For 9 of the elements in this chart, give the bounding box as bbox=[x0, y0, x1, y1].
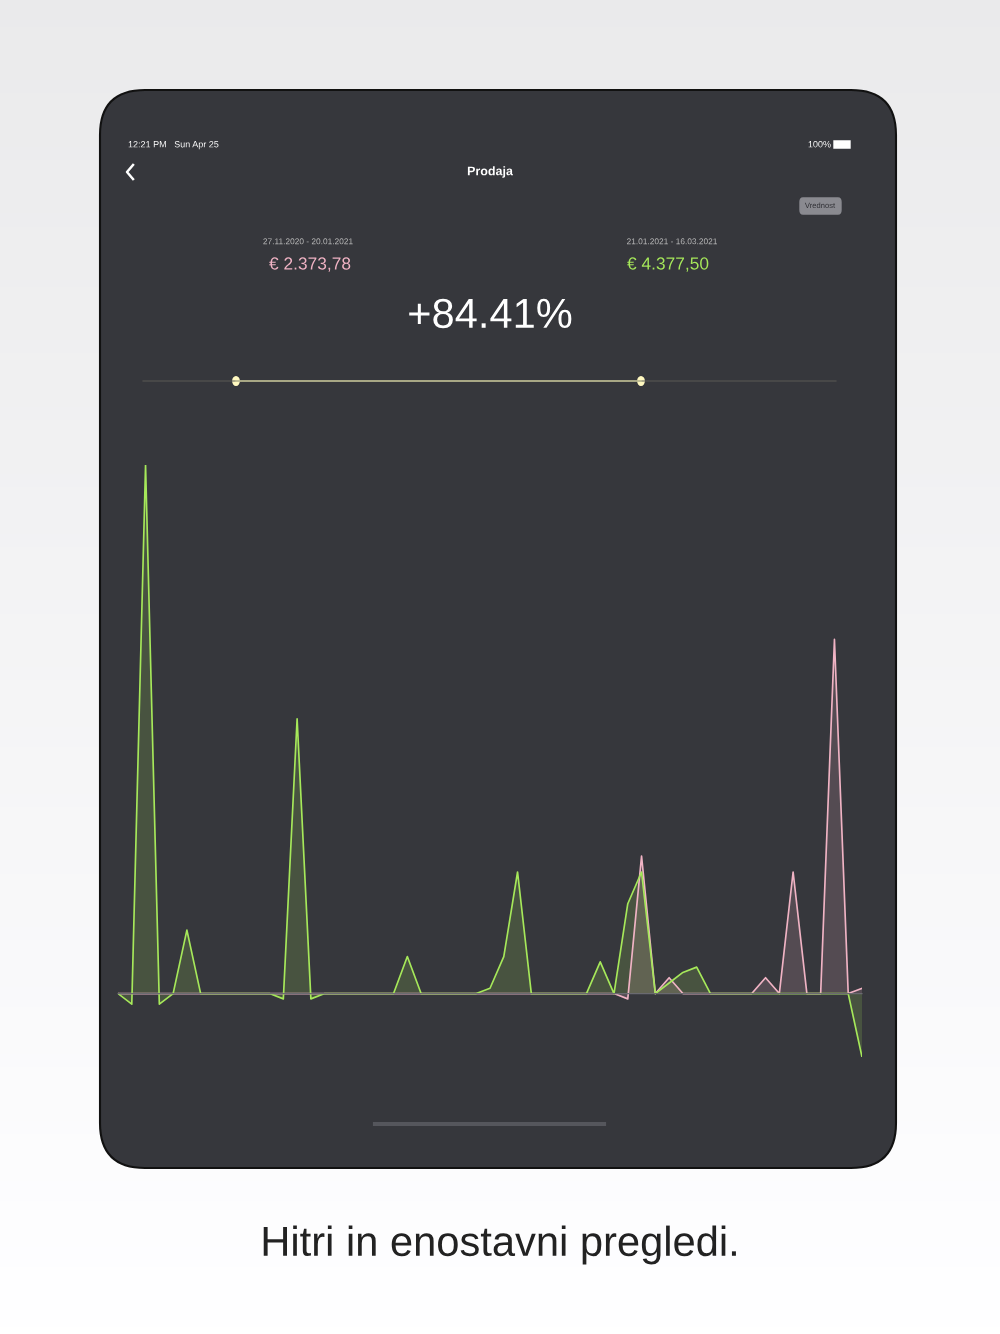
text: Hitri in enostavni pregledi. bbox=[263, 1225, 736, 1265]
text: 12:21 PM Sun Apr 25 bbox=[128, 141, 219, 150]
text: +84.41% bbox=[409, 298, 572, 329]
text: 100% bbox=[808, 141, 831, 148]
text: € 4.377,50 bbox=[627, 257, 709, 272]
text: 27.11.2020 - 20.01.2021 bbox=[263, 238, 353, 245]
text: 21.01.2021 - 16.03.2021 bbox=[627, 238, 718, 245]
chart-title: Prodaja bbox=[467, 166, 514, 178]
text: € 2.373,78 bbox=[269, 257, 351, 272]
